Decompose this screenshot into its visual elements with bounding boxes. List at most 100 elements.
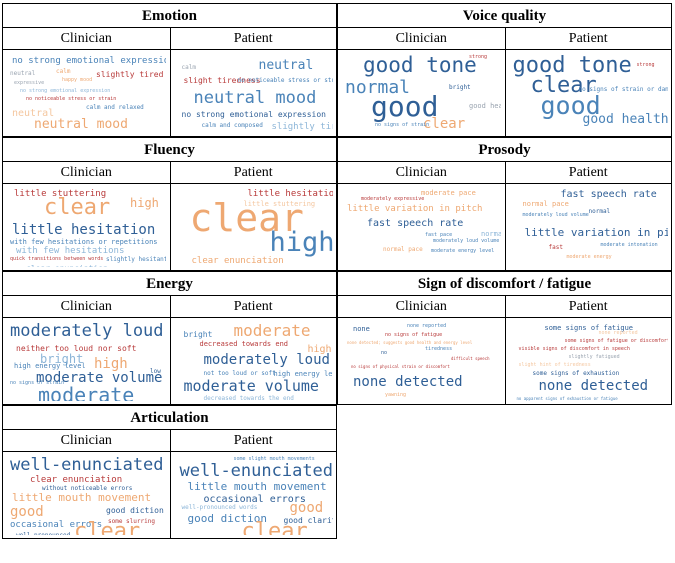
cloud-word: occasional errors [203, 494, 306, 505]
cloud-word: none detected [353, 374, 463, 390]
section-title: Prosody [337, 137, 672, 162]
cloud-word: moderate [38, 383, 135, 401]
cloud-word: slight hint of tiredness [518, 362, 591, 368]
cloud-word: no signs of strain or damage [578, 86, 669, 93]
clinician-cloud-cell: moderate pace moderately expressive little… [337, 183, 506, 271]
cloud-word: tiredness [425, 346, 453, 352]
cloud-word: good [289, 500, 324, 516]
cloud-word: no signs of physical strain or discomfor… [351, 364, 450, 369]
cloud-word: high [94, 356, 128, 372]
cloud-word: good health [582, 112, 669, 127]
cloud-word: moderate energy [566, 254, 612, 260]
cloud-word: slightly hesitant [106, 256, 166, 263]
cloud-word: no strong emotional expression [20, 88, 111, 94]
cloud-word: none detected [538, 378, 649, 394]
clinician-word-cloud: moderately loud neither too loud nor soft… [6, 321, 166, 401]
cloud-word: calm and relaxed [86, 104, 144, 111]
cloud-word: happy mood [62, 77, 93, 83]
cloud-word: quick transitions between words [10, 256, 104, 262]
section-prosody: Prosody Clinician moderate pace moderately … [337, 137, 672, 271]
clinician-label: Clinician [2, 429, 171, 452]
cloud-word: none reported [598, 330, 638, 336]
cloud-word: neutral mood [193, 88, 317, 108]
cloud-word: clear [241, 519, 308, 536]
clinician-cloud-cell: none none reported no signs of fatigue none… [337, 317, 506, 405]
clinician-cloud-cell: little stuttering clear high little hesitat… [2, 183, 171, 271]
cloud-word: no strong emotional expression [12, 56, 166, 66]
cloud-word: moderately expressive [361, 196, 425, 202]
patient-label: Patient [504, 161, 672, 184]
cloud-word: good [10, 504, 44, 520]
cloud-word: little stuttering [14, 189, 107, 199]
clinician-label: Clinician [2, 27, 171, 50]
cloud-word: neutral [258, 58, 314, 73]
cloud-word: good health [469, 102, 501, 110]
cloud-word: clear [74, 519, 141, 536]
patient-label: Patient [504, 295, 672, 318]
cloud-word: moderately loud volume [433, 238, 500, 244]
cloud-word: little variation in pitch [524, 226, 669, 239]
cloud-word: clear enunciation [30, 475, 123, 485]
patient-cloud-cell: moderate bright decreased towards end high m… [169, 317, 337, 405]
cloud-word: good tone [512, 53, 632, 78]
cloud-word: no strong emotional expression [181, 110, 327, 119]
clinician-word-cloud: little stuttering clear high little hesitat… [6, 187, 166, 267]
cloud-word: clear [423, 116, 466, 132]
cloud-word: high [130, 196, 159, 210]
cloud-word: little mouth movement [12, 491, 152, 504]
section-title: Fluency [2, 137, 337, 162]
patient-cloud-cell: little hesitation little stuttering clear h… [169, 183, 337, 271]
section-fluency: Fluency Clinician little stuttering clear hi… [2, 137, 337, 271]
cloud-word: calm [181, 64, 196, 71]
cloud-word: bright [183, 330, 213, 339]
clinician-word-cloud: none none reported no signs of fatigue none… [341, 321, 501, 401]
cloud-word: decreased towards end [199, 340, 289, 348]
cloud-word: no noticeable stress or strain [26, 96, 117, 102]
section-emotion: Emotion Clinician no strong emotional expr… [2, 3, 337, 137]
cloud-word: well-enunciated [10, 455, 164, 475]
cloud-word: good diction [187, 512, 267, 525]
cloud-word: not too loud or soft [203, 370, 276, 377]
cloud-word: slightly tired [271, 122, 334, 132]
cloud-word: clear enunciation [191, 256, 284, 266]
cloud-word: difficult speech [451, 356, 490, 361]
cloud-word: moderate intonation [600, 242, 658, 248]
cloud-word: moderate pace [421, 189, 476, 197]
cloud-word: well-pronounced [16, 533, 70, 536]
cloud-word: well-pronounced words [181, 504, 258, 511]
patient-label: Patient [169, 429, 337, 452]
patient-cloud-cell: fast speech rate normal pace moderately lo… [504, 183, 672, 271]
cloud-word: normal [481, 230, 501, 238]
section-sign-of-discomfort-fatigue: Sign of discomfort / fatigue Clinician non… [337, 271, 672, 405]
cloud-word: normal [345, 77, 411, 98]
cloud-word: calm and composed [201, 122, 263, 129]
cloud-word: slight tiredness [183, 76, 261, 85]
cloud-word: neutral mood [34, 117, 128, 132]
cloud-word: high energy level [14, 362, 86, 370]
cloud-word: calm [56, 68, 71, 75]
cloud-word: little hesitation [247, 189, 334, 199]
clinician-label: Clinician [2, 295, 171, 318]
clinician-word-cloud: no strong emotional expression neutral sli… [6, 53, 166, 133]
cloud-word: no noticeable stress or strain [237, 77, 334, 84]
cloud-word: no apparent signs of exhaustion or fatig… [516, 396, 618, 401]
cloud-word: fast pace [425, 232, 453, 238]
cloud-word: moderate volume [183, 377, 319, 395]
cloud-word: moderate [233, 321, 311, 340]
cloud-word: some signs of fatigue or discomfort [564, 338, 669, 344]
cloud-word: bright [449, 84, 471, 91]
patient-label: Patient [504, 27, 672, 50]
cloud-word: bright [40, 352, 84, 366]
clinician-label: Clinician [337, 161, 506, 184]
clinician-label: Clinician [2, 161, 171, 184]
patient-cloud-cell: neutral slight tiredness no noticeable str… [169, 49, 337, 137]
cloud-word: neutral [10, 70, 36, 77]
cloud-word: no signs of strain [10, 380, 65, 386]
section-title: Voice quality [337, 3, 672, 28]
comparison-table: Emotion Clinician no strong emotional expr… [2, 3, 672, 561]
cloud-word: visible signs of discomfort in speech [518, 346, 630, 352]
cloud-word: clear [189, 196, 304, 240]
